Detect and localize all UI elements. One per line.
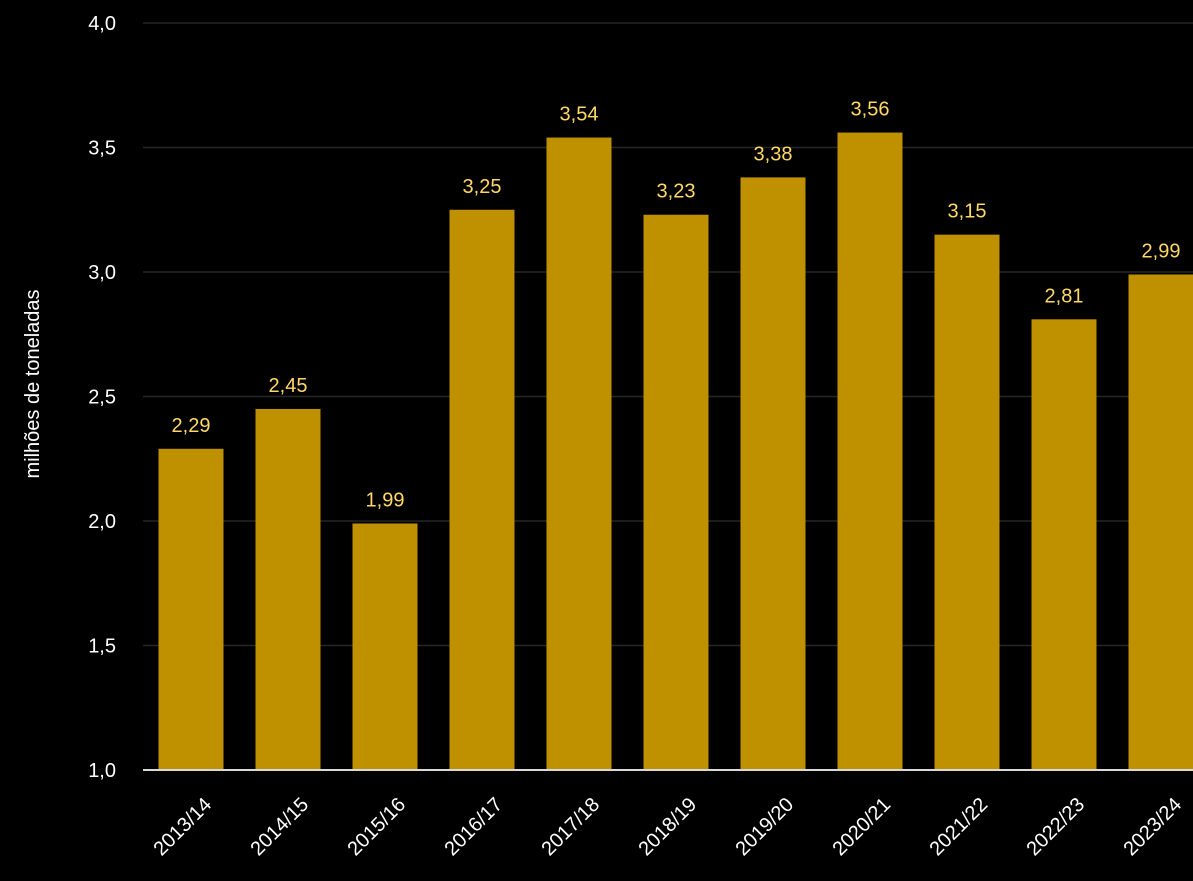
y-tick-label: 1,0 [88,760,116,782]
data-label: 3,25 [463,176,502,198]
bar-2018/19 [643,214,709,771]
bar-2019/20 [740,177,806,770]
bar-2016/17 [449,209,515,770]
bar-2021/22 [934,234,1000,770]
data-label: 2,29 [172,415,211,437]
data-label: 3,54 [560,104,599,126]
data-label: 3,56 [851,99,890,121]
bar-2022/23 [1031,319,1097,770]
y-axis-tick-labels: 1,0 1,5 2,0 2,5 3,0 3,5 4,0 [88,13,116,782]
data-label: 3,15 [948,201,987,223]
bars [158,132,1193,771]
data-label: 2,99 [1142,240,1181,262]
data-labels: 2,29 2,45 1,99 3,25 3,54 3,23 3,38 3,56 3,15 2,81… [172,99,1181,512]
y-tick-label: 4,0 [88,13,116,35]
data-label: 3,23 [657,181,696,203]
y-tick-label: 2,0 [88,511,116,533]
bar-2015/16 [352,523,418,770]
bar-2023/24 [1128,274,1193,770]
y-tick-label: 2,5 [88,387,116,409]
bar-2020/21 [837,132,903,770]
data-label: 1,99 [366,489,405,511]
y-tick-label: 3,5 [88,138,116,160]
y-tick-label: 1,5 [88,636,116,658]
data-label: 2,45 [269,375,308,397]
data-label: 3,38 [754,143,793,165]
y-tick-label: 3,0 [88,262,116,284]
y-axis-title: milhões de toneladas [22,289,44,478]
bar-2017/18 [546,137,612,771]
data-label: 2,81 [1045,285,1084,307]
bar-2013/14 [158,448,224,770]
bar-2014/15 [255,408,321,770]
